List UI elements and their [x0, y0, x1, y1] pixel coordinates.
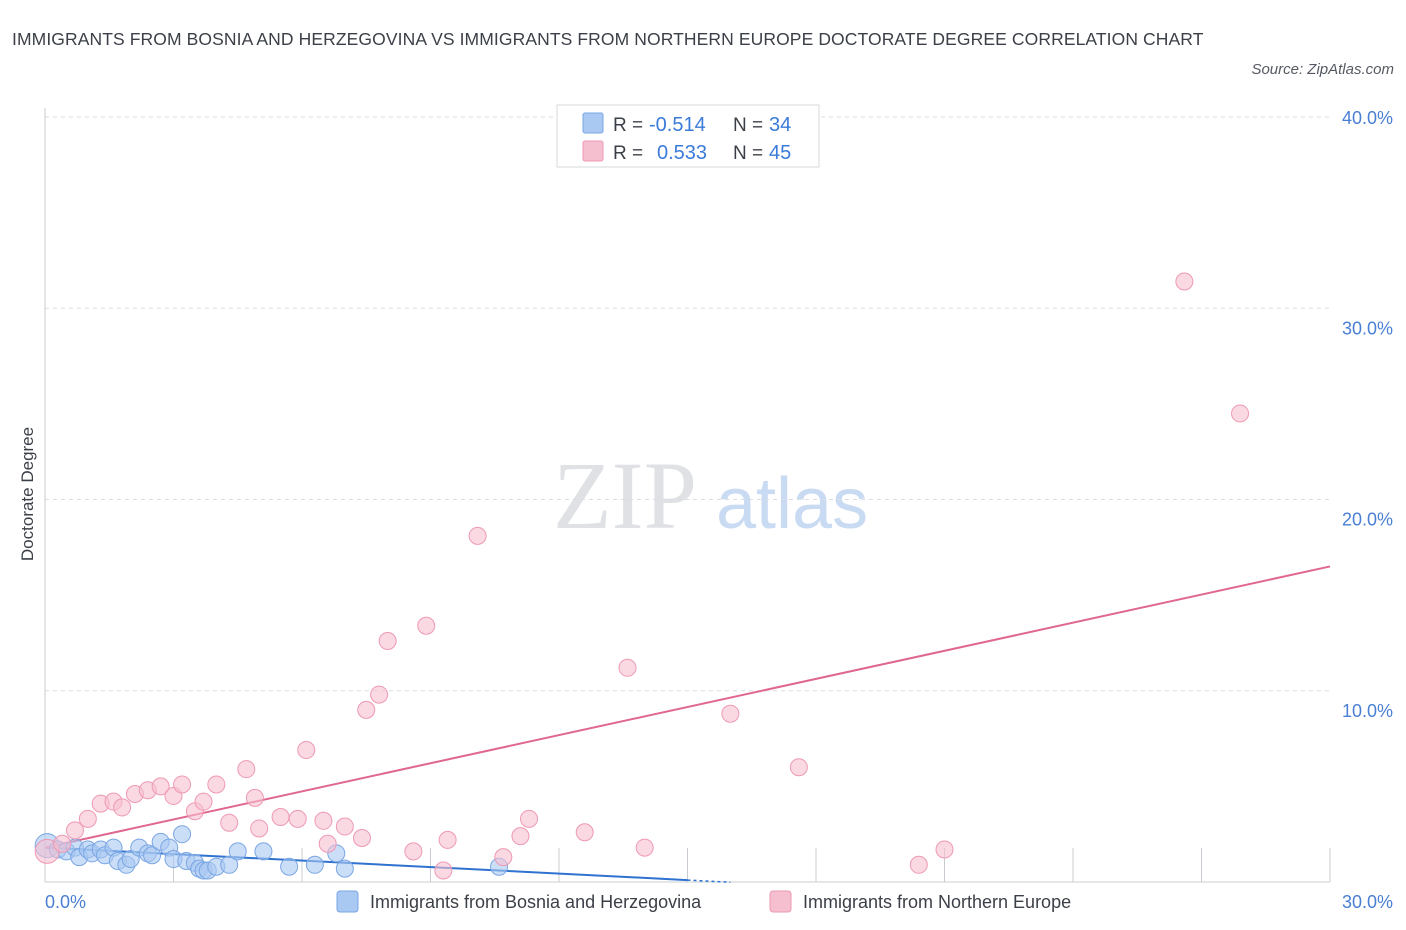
legend-r-value-pink: 0.533 — [657, 142, 707, 164]
pink-data-point — [220, 813, 239, 832]
y-tick-label: 10.0% — [1342, 701, 1393, 721]
pink-data-point — [721, 704, 740, 723]
y-axis-label: Doctorate Degree — [18, 427, 37, 561]
source-label: Source: ZipAtlas.com — [1251, 61, 1394, 78]
blue-data-point — [173, 825, 192, 844]
correlation-legend: R = -0.514 N = 34 R = 0.533 N = 45 — [556, 104, 820, 168]
pink-data-point — [151, 777, 170, 796]
pink-data-point — [417, 616, 436, 635]
blue-data-point — [143, 846, 162, 865]
series-legend-swatch-pink — [769, 890, 792, 913]
pink-data-point — [245, 788, 264, 807]
pink-data-point — [288, 809, 307, 828]
pink-data-point — [113, 798, 132, 817]
pink-data-point — [1231, 404, 1250, 423]
pink-data-point — [511, 827, 530, 846]
legend-n-value-pink: 45 — [769, 142, 791, 164]
blue-data-point — [305, 855, 324, 874]
series-legend-label-blue: Immigrants from Bosnia and Herzegovina — [370, 892, 702, 912]
legend-n-label-blue: N = — [733, 115, 763, 136]
pink-data-point — [618, 658, 637, 677]
pink-data-point — [271, 807, 290, 826]
legend-n-label-pink: N = — [733, 143, 763, 164]
trend-lines — [44, 565, 1331, 884]
y-tick-label: 30.0% — [1342, 318, 1393, 338]
y-tick-labels: 10.0% 20.0% 30.0% 40.0% — [1342, 108, 1393, 721]
blue-data-point — [254, 842, 273, 861]
pink-data-point — [404, 842, 423, 861]
blue-data-point — [280, 857, 299, 876]
series-legend: Immigrants from Bosnia and Herzegovina I… — [336, 890, 1071, 913]
blue-data-point — [335, 859, 354, 878]
pink-data-point — [378, 632, 397, 651]
pink-data-point — [297, 741, 316, 760]
pink-data-point — [173, 775, 192, 794]
pink-data-point — [789, 758, 808, 777]
pink-data-point — [207, 775, 226, 794]
y-tick-label: 40.0% — [1342, 108, 1393, 128]
x-tick-label-max: 30.0% — [1342, 892, 1393, 912]
pink-data-point — [494, 848, 513, 867]
pink-data-point — [370, 685, 389, 704]
pink-data-point — [65, 821, 84, 840]
pink-data-point — [314, 811, 333, 830]
blue-trend-extension — [687, 879, 731, 884]
chart-title: IMMIGRANTS FROM BOSNIA AND HERZEGOVINA V… — [12, 29, 1204, 49]
pink-data-point — [194, 792, 213, 811]
pink-data-point — [1175, 272, 1194, 291]
watermark-zip: ZIP — [553, 442, 697, 549]
legend-swatch-blue — [582, 112, 604, 134]
legend-n-value-blue: 34 — [769, 114, 791, 136]
pink-trend-line — [44, 565, 1331, 849]
pink-data-point — [434, 861, 453, 880]
blue-data-point — [220, 855, 239, 874]
pink-data-point — [909, 855, 928, 874]
series-legend-label-pink: Immigrants from Northern Europe — [803, 892, 1071, 912]
pink-data-point — [250, 819, 269, 838]
pink-data-point — [335, 817, 354, 836]
legend-r-label-blue: R = — [613, 115, 643, 136]
watermark-atlas: atlas — [716, 464, 868, 544]
pink-data-point — [352, 829, 371, 848]
blue-data-point — [228, 842, 247, 861]
pink-data-point — [635, 838, 654, 857]
pink-data-point — [520, 809, 539, 828]
x-tick-label-min: 0.0% — [45, 892, 86, 912]
pink-data-point — [318, 834, 337, 853]
legend-r-value-blue: -0.514 — [649, 114, 706, 136]
grid-lines — [45, 116, 1330, 692]
pink-data-point — [53, 834, 72, 853]
pink-data-point — [468, 526, 487, 545]
legend-swatch-pink — [582, 140, 604, 162]
pink-data-point — [78, 809, 97, 828]
y-tick-label: 20.0% — [1342, 510, 1393, 530]
pink-data-point — [575, 823, 594, 842]
data-points — [34, 272, 1250, 880]
pink-data-point — [357, 700, 376, 719]
pink-data-point — [237, 760, 256, 779]
pink-data-point — [438, 830, 457, 849]
series-legend-swatch-blue — [336, 890, 359, 913]
watermark: ZIP atlas — [553, 442, 868, 549]
legend-r-label-pink: R = — [613, 143, 643, 164]
pink-data-point — [935, 840, 954, 859]
